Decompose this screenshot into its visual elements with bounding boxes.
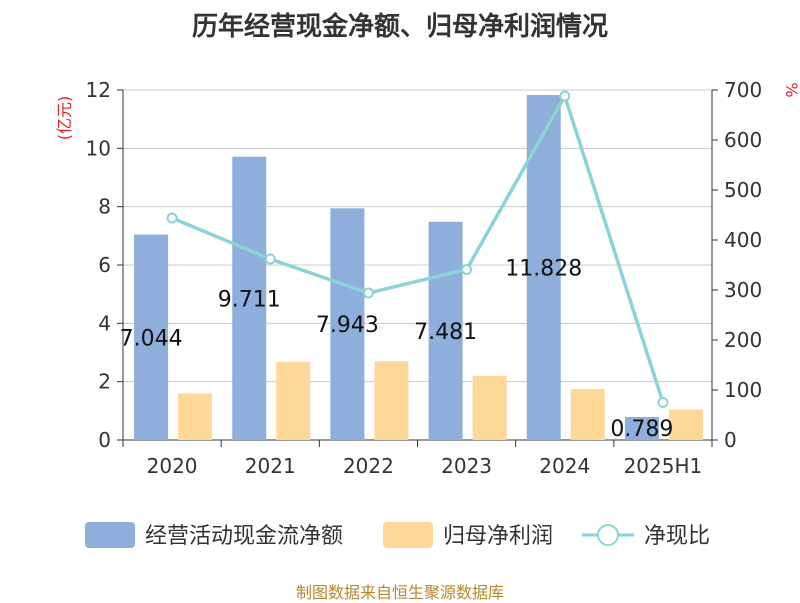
- legend-swatch: [383, 522, 433, 548]
- legend-label: 经营活动现金流净额: [145, 524, 343, 549]
- net-profit-bar: [570, 388, 605, 440]
- y-left-tick-label: 8: [98, 195, 111, 219]
- axes: 0 2 4 6 8 10 12 0 100 200 300 400 500 600 700 (亿元)% 2020…: [55, 78, 800, 478]
- cash-flow-bar: [624, 416, 659, 440]
- y-right-tick-label: 600: [724, 128, 762, 152]
- legend-label: 归母净利润: [443, 524, 553, 549]
- ratio-point: [559, 90, 571, 102]
- ratio-line-path: [171, 91, 665, 404]
- y-left-tick-label: 10: [86, 136, 111, 160]
- source-note: 制图数据来自恒生聚源数据库: [295, 583, 504, 602]
- cash-flow-bar: [134, 234, 169, 440]
- y-right-axis-label: %: [782, 82, 800, 97]
- ratio-point: [264, 253, 276, 265]
- x-tick-label: 2020: [147, 454, 198, 478]
- ratio-point: [362, 287, 374, 299]
- ratio-point: [461, 264, 473, 275]
- y-right-tick-label: 500: [724, 178, 762, 202]
- net-profit-bar: [668, 409, 703, 440]
- cash-flow-data-label: 7.044: [120, 326, 183, 351]
- y-left-tick-label: 2: [98, 370, 111, 394]
- cash-flow-bar: [428, 221, 463, 440]
- net-profit-bar: [178, 393, 213, 440]
- net-profit-bar: [374, 361, 409, 440]
- x-tick-label: 2022: [343, 454, 394, 478]
- x-tick-label: 2021: [245, 454, 296, 478]
- y-left-tick-label: 4: [98, 311, 111, 335]
- cash-flow-bar: [330, 208, 365, 440]
- y-right-tick-label: 0: [724, 428, 737, 452]
- y-left-tick-label: 12: [86, 78, 111, 102]
- cash-flow-data-label: 9.711: [218, 287, 281, 312]
- legend-swatch: [85, 522, 135, 548]
- y-right-tick-label: 100: [724, 378, 762, 402]
- ratio-line: [166, 90, 669, 408]
- legend-label: 净现比: [644, 524, 710, 549]
- y-right-tick-label: 400: [724, 228, 762, 252]
- y-right-tick-label: 700: [724, 78, 762, 102]
- grid-lines: [123, 89, 712, 383]
- y-left-axis-label: (亿元): [55, 96, 74, 141]
- y-right-tick-label: 200: [724, 328, 762, 352]
- x-tick-label: 2025H1: [624, 454, 703, 478]
- data-labels: 7.044 9.711 7.943 7.481 11.828 0.789: [120, 257, 674, 442]
- cash-flow-data-label: 11.828: [505, 257, 582, 282]
- net-profit-bar: [472, 375, 507, 440]
- bars: [134, 95, 703, 441]
- y-left-tick-label: 0: [98, 428, 111, 452]
- cash-flow-data-label: 7.481: [414, 320, 477, 345]
- chart-title: 历年经营现金净额、归母净利润情况: [191, 12, 608, 42]
- y-left-tick-label: 6: [98, 253, 111, 277]
- net-profit-bar: [276, 361, 311, 440]
- legend: 经营活动现金流净额 归母净利润 净现比: [85, 522, 710, 549]
- cash-flow-data-label: 7.943: [316, 313, 379, 338]
- cash-flow-bar: [232, 156, 267, 440]
- legend-marker: [597, 524, 619, 546]
- y-right-tick-label: 300: [724, 278, 762, 302]
- ratio-point: [166, 212, 178, 224]
- x-tick-label: 2024: [539, 454, 590, 478]
- x-tick-label: 2023: [441, 454, 492, 478]
- ratio-point: [657, 397, 669, 408]
- cash-flow-data-label: 0.789: [610, 417, 673, 442]
